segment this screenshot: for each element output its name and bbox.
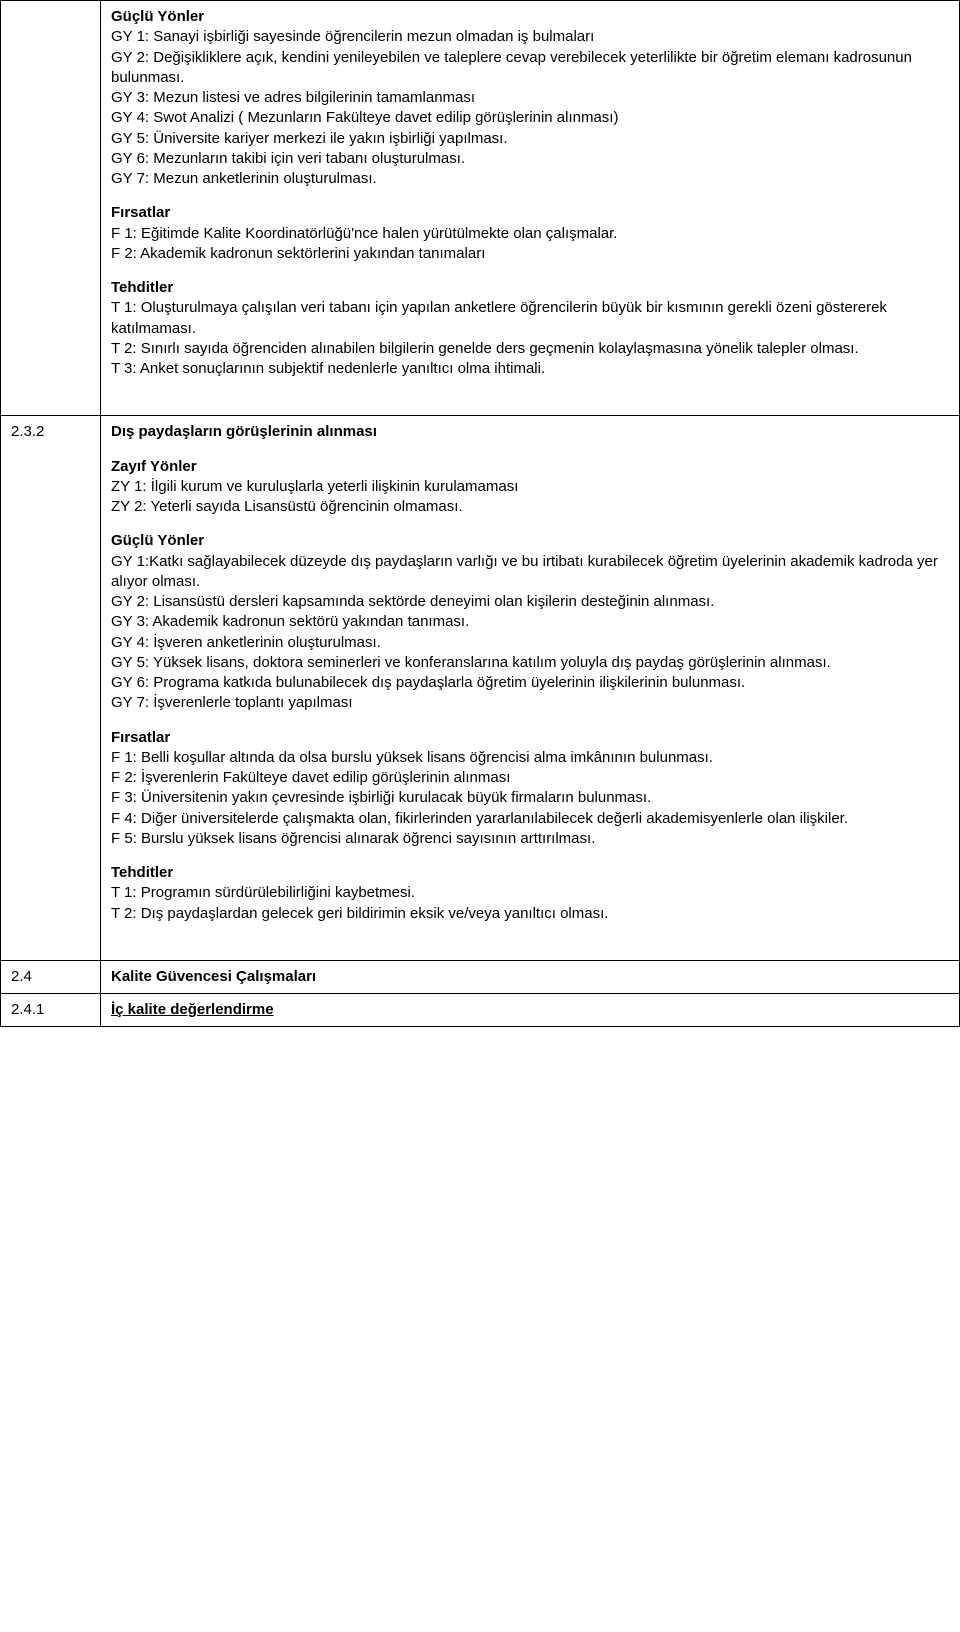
content-line: GY 2: Lisansüstü dersleri kapsamında sek… [111, 592, 949, 612]
block-heading: Fırsatlar [111, 728, 949, 748]
section-body-cell: İç kalite değerlendirme [101, 994, 960, 1027]
section-body-cell: Güçlü YönlerGY 1: Sanayi işbirliği sayes… [101, 1, 960, 416]
document-table: Güçlü YönlerGY 1: Sanayi işbirliği sayes… [0, 0, 960, 1027]
content-line: F 2: İşverenlerin Fakülteye davet edilip… [111, 768, 949, 788]
content-line: ZY 1: İlgili kurum ve kuruluşlarla yeter… [111, 477, 949, 497]
section-body-cell: Dış paydaşların görüşlerinin alınması Zay… [101, 416, 960, 961]
content-line: GY 5: Üniversite kariyer merkezi ile yak… [111, 129, 949, 149]
block-heading: Tehditler [111, 278, 949, 298]
section-number-cell [1, 1, 101, 416]
section-number-cell: 2.3.2 [1, 416, 101, 961]
section-number-cell: 2.4.1 [1, 994, 101, 1027]
content-line: T 2: Sınırlı sayıda öğrenciden alınabile… [111, 339, 949, 359]
content-line: F 1: Eğitimde Kalite Koordinatörlüğü'nce… [111, 224, 949, 244]
content-line: F 5: Burslu yüksek lisans öğrencisi alın… [111, 829, 949, 849]
section-body-cell: Kalite Güvencesi Çalışmaları [101, 960, 960, 993]
table-row: 2.3.2Dış paydaşların görüşlerinin alınma… [1, 416, 960, 961]
block-heading: Zayıf Yönler [111, 457, 949, 477]
content-line: GY 3: Mezun listesi ve adres bilgilerini… [111, 88, 949, 108]
content-line: GY 4: İşveren anketlerinin oluşturulması… [111, 633, 949, 653]
content-line: F 4: Diğer üniversitelerde çalışmakta ol… [111, 809, 949, 829]
content-line: T 2: Dış paydaşlardan gelecek geri bildi… [111, 904, 949, 924]
section-title: Kalite Güvencesi Çalışmaları [111, 967, 949, 987]
content-line: GY 6: Mezunların takibi için veri tabanı… [111, 149, 949, 169]
content-line: GY 4: Swot Analizi ( Mezunların Fakültey… [111, 108, 949, 128]
content-block: TehditlerT 1: Programın sürdürülebilirli… [111, 863, 949, 924]
content-block: FırsatlarF 1: Belli koşullar altında da … [111, 728, 949, 850]
content-line: GY 1: Sanayi işbirliği sayesinde öğrenci… [111, 27, 949, 47]
content-line: ZY 2: Yeterli sayıda Lisansüstü öğrencin… [111, 497, 949, 517]
content-line: GY 7: Mezun anketlerinin oluşturulması. [111, 169, 949, 189]
content-block: Güçlü YönlerGY 1: Sanayi işbirliği sayes… [111, 7, 949, 189]
content-block: Güçlü YönlerGY 1:Katkı sağlayabilecek dü… [111, 531, 949, 713]
spacer [111, 924, 949, 954]
block-heading: Güçlü Yönler [111, 531, 949, 551]
content-line: GY 2: Değişikliklere açık, kendini yenil… [111, 48, 949, 89]
content-line: GY 7: İşverenlerle toplantı yapılması [111, 693, 949, 713]
content-line: GY 5: Yüksek lisans, doktora seminerleri… [111, 653, 949, 673]
content-line: T 3: Anket sonuçlarının subjektif nedenl… [111, 359, 949, 379]
section-number-cell: 2.4 [1, 960, 101, 993]
block-heading: Fırsatlar [111, 203, 949, 223]
content-line: F 2: Akademik kadronun sektörlerini yakı… [111, 244, 949, 264]
content-line: F 1: Belli koşullar altında da olsa burs… [111, 748, 949, 768]
content-line: T 1: Oluşturulmaya çalışılan veri tabanı… [111, 298, 949, 339]
block-heading: Tehditler [111, 863, 949, 883]
content-line: GY 3: Akademik kadronun sektörü yakından… [111, 612, 949, 632]
content-block: FırsatlarF 1: Eğitimde Kalite Koordinatö… [111, 203, 949, 264]
table-row: 2.4.1 İç kalite değerlendirme [1, 994, 960, 1027]
spacer [111, 379, 949, 409]
content-line: T 1: Programın sürdürülebilirliğini kayb… [111, 883, 949, 903]
section-title: Dış paydaşların görüşlerinin alınması [111, 422, 949, 442]
block-heading: Güçlü Yönler [111, 7, 949, 27]
table-row: Güçlü YönlerGY 1: Sanayi işbirliği sayes… [1, 1, 960, 416]
content-block: Zayıf YönlerZY 1: İlgili kurum ve kurulu… [111, 457, 949, 518]
content-line: GY 6: Programa katkıda bulunabilecek dış… [111, 673, 949, 693]
content-line: GY 1:Katkı sağlayabilecek düzeyde dış pa… [111, 552, 949, 593]
section-title: İç kalite değerlendirme [111, 1000, 949, 1020]
content-block: TehditlerT 1: Oluşturulmaya çalışılan ve… [111, 278, 949, 379]
content-line: F 3: Üniversitenin yakın çevresinde işbi… [111, 788, 949, 808]
table-row: 2.4 Kalite Güvencesi Çalışmaları [1, 960, 960, 993]
